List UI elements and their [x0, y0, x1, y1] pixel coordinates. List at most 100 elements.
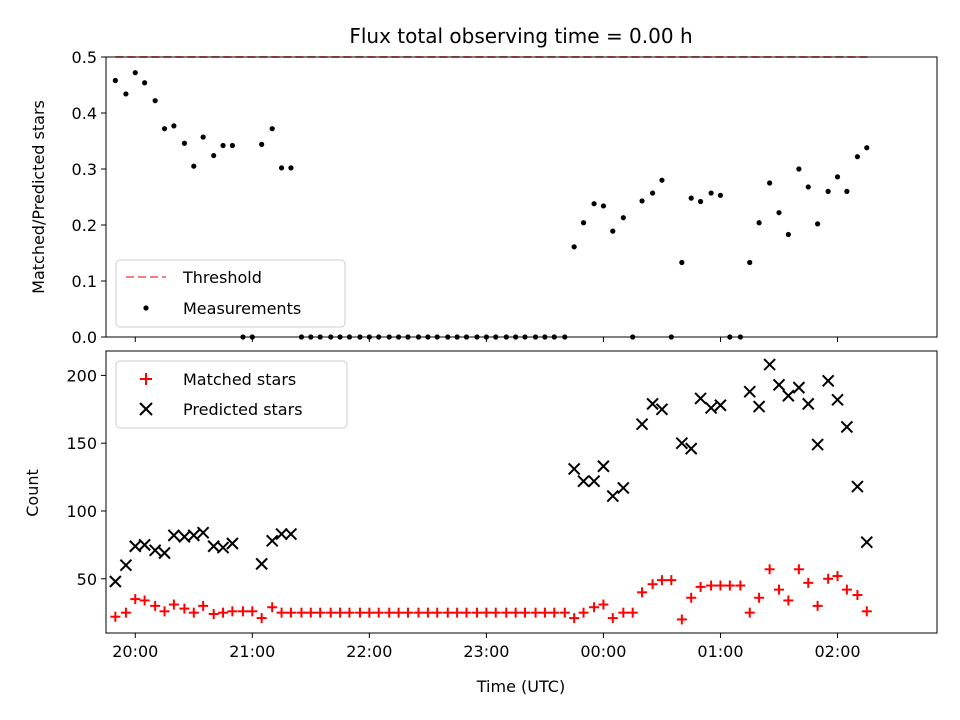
matched-point	[325, 607, 336, 618]
predicted-point-b	[802, 397, 815, 411]
measurement-point	[649, 190, 656, 196]
matched-point	[335, 607, 346, 618]
matched-point	[773, 584, 784, 595]
matched-point	[402, 607, 413, 618]
predicted-point-b	[782, 389, 795, 402]
matched-point	[168, 599, 179, 610]
x-tick-label: 22:00	[346, 642, 392, 661]
matched-point	[589, 602, 600, 613]
predicted-point	[597, 460, 610, 473]
top-y-axis-label: Matched/Predicted stars	[29, 100, 48, 294]
matched-point	[647, 579, 658, 590]
predicted-point-b	[129, 540, 142, 553]
measurement-point	[825, 188, 831, 194]
predicted-point	[567, 462, 581, 476]
predicted-point	[694, 392, 707, 405]
bottom-panel-marks	[109, 358, 873, 625]
predicted-point-b	[685, 442, 698, 455]
top-panel: 0.0 0.1 0.2 0.3 0.4 0.5 Matched/Predicted sta…	[29, 48, 938, 347]
matched-point	[452, 607, 463, 618]
matched-point	[706, 580, 717, 591]
matched-point	[676, 614, 687, 625]
matched-point	[598, 599, 609, 610]
matched-point	[218, 607, 229, 618]
y-tick-label: 50	[77, 570, 97, 589]
legend-measurements-swatch	[143, 305, 149, 311]
matched-point	[724, 580, 735, 591]
predicted-point	[275, 527, 288, 541]
predicted-point	[752, 400, 766, 413]
matched-point	[472, 607, 483, 618]
y-tick-label: 0.3	[72, 160, 97, 179]
predicted-point-b	[851, 480, 864, 493]
measurement-point	[571, 244, 577, 250]
matched-point	[695, 581, 706, 592]
matched-point	[656, 575, 667, 586]
legend-matched-label: Matched stars	[183, 370, 296, 389]
predicted-point	[821, 374, 835, 388]
predicted-point	[763, 358, 776, 371]
top-legend-box	[115, 259, 346, 328]
measurement-point	[815, 221, 821, 227]
predicted-point-b	[694, 392, 707, 405]
matched-point	[627, 607, 638, 618]
matched-point	[520, 607, 531, 618]
predicted-point	[782, 389, 795, 402]
top-panel-frame	[105, 56, 938, 338]
measurement-point	[854, 154, 861, 160]
predicted-point-b	[704, 401, 718, 415]
matched-point	[247, 606, 258, 617]
predicted-point-b	[635, 418, 649, 431]
matched-point	[159, 606, 170, 617]
measurement-point	[697, 198, 704, 205]
predicted-point	[119, 559, 133, 572]
bottom-legend: Matched stars Predicted stars	[115, 360, 348, 429]
measurement-point	[259, 141, 265, 147]
predicted-point-b	[617, 481, 630, 495]
matched-point	[578, 607, 589, 618]
matched-point	[539, 607, 550, 618]
matched-point	[744, 607, 755, 618]
measurement-point	[269, 126, 275, 132]
top-panel-x-ticks	[134, 337, 839, 342]
measurement-point	[591, 201, 597, 207]
predicted-point	[138, 538, 151, 552]
matched-point	[256, 613, 267, 624]
predicted-point	[577, 474, 590, 488]
measurement-point	[211, 152, 217, 159]
matched-point	[461, 607, 472, 618]
measurement-point	[132, 70, 138, 76]
predicted-point-b	[655, 403, 669, 416]
predicted-point	[635, 418, 649, 431]
matched-point	[442, 607, 453, 618]
predicted-point-b	[226, 537, 239, 550]
y-tick-label: 150	[66, 434, 97, 453]
measurement-point	[864, 145, 870, 151]
predicted-point-b	[187, 529, 200, 542]
measurement-point	[191, 163, 197, 169]
y-tick-label: 0.2	[72, 216, 97, 235]
predicted-point	[606, 489, 620, 503]
predicted-point-b	[284, 527, 298, 541]
x-tick-label: 01:00	[697, 642, 743, 661]
y-tick-label: 0.5	[72, 48, 97, 67]
y-tick-label: 0.0	[72, 328, 97, 347]
predicted-point-b	[821, 374, 835, 388]
matched-point	[618, 607, 629, 618]
measurement-point	[142, 80, 148, 86]
predicted-point	[167, 529, 181, 542]
matched-point	[637, 587, 648, 598]
matched-point	[852, 590, 863, 601]
matched-point	[793, 564, 804, 575]
y-tick-label: 0.4	[72, 104, 97, 123]
predicted-point-b	[178, 530, 191, 543]
measurement-point	[688, 195, 694, 201]
measurement-point	[600, 203, 607, 209]
x-tick-label: 23:00	[463, 642, 509, 661]
predicted-point-b	[743, 385, 756, 398]
legend-threshold-label: Threshold	[182, 268, 262, 287]
measurement-point	[171, 123, 177, 129]
matched-point	[208, 609, 219, 620]
matched-point	[530, 607, 541, 618]
